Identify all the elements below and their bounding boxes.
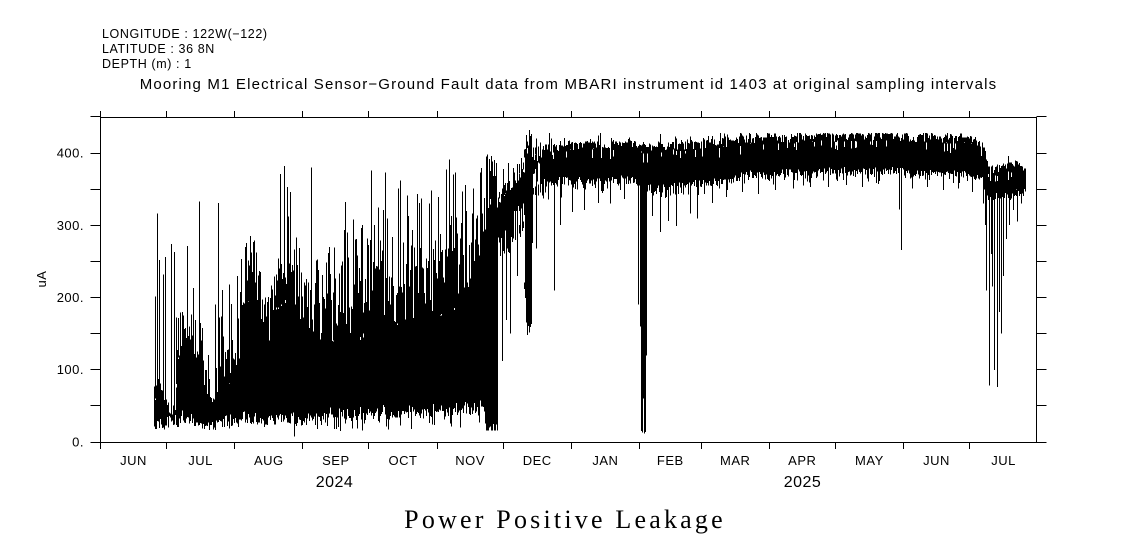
svg-text:DEC: DEC: [523, 453, 552, 468]
svg-text:400.: 400.: [57, 146, 84, 161]
svg-text:APR: APR: [788, 453, 816, 468]
svg-text:JUN: JUN: [923, 453, 950, 468]
svg-text:2025: 2025: [784, 474, 822, 491]
svg-text:JAN: JAN: [592, 453, 618, 468]
svg-text:OCT: OCT: [389, 453, 418, 468]
svg-text:DEPTH (m) : 1: DEPTH (m) : 1: [102, 57, 192, 71]
svg-text:2024: 2024: [316, 474, 354, 491]
svg-text:MAY: MAY: [855, 453, 884, 468]
svg-text:LONGITUDE : 122W(−122): LONGITUDE : 122W(−122): [102, 27, 268, 41]
svg-text:Power Positive Leakage: Power Positive Leakage: [404, 505, 726, 534]
svg-text:AUG: AUG: [254, 453, 284, 468]
svg-text:JUL: JUL: [991, 453, 1016, 468]
svg-text:uA: uA: [34, 271, 49, 288]
svg-text:300.: 300.: [57, 218, 84, 233]
svg-text:Mooring M1 Electrical Sensor−G: Mooring M1 Electrical Sensor−Ground Faul…: [140, 76, 998, 93]
svg-text:0.: 0.: [72, 435, 84, 450]
svg-text:LATITUDE : 36 8N: LATITUDE : 36 8N: [102, 42, 215, 56]
svg-text:MAR: MAR: [720, 453, 750, 468]
svg-text:NOV: NOV: [455, 453, 485, 468]
svg-text:FEB: FEB: [657, 453, 684, 468]
svg-text:100.: 100.: [57, 362, 84, 377]
svg-text:JUL: JUL: [188, 453, 213, 468]
svg-text:200.: 200.: [57, 290, 84, 305]
svg-text:JUN: JUN: [120, 453, 147, 468]
svg-text:SEP: SEP: [322, 453, 350, 468]
